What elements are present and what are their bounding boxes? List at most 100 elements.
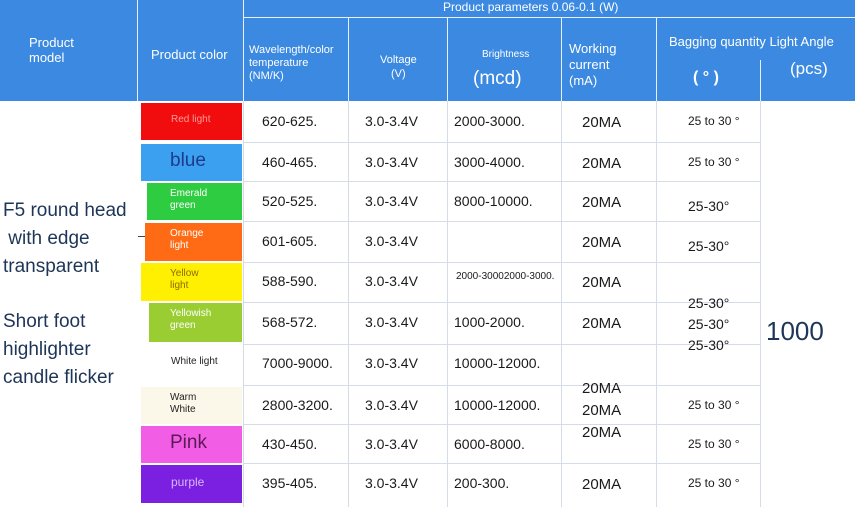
side-label-short-foot: Short foot highlighter candle flicker <box>3 311 114 388</box>
grid-line <box>243 142 760 143</box>
color-swatch <box>147 183 242 220</box>
quantity-value: 1000 <box>766 316 824 346</box>
color-label: Orange light <box>170 228 204 251</box>
voltage-cell: 3.0-3.4V <box>365 233 418 249</box>
brightness-cell: 6000-8000. <box>454 436 525 452</box>
color-label: Warm White <box>170 392 197 415</box>
brightness-cell: 200-300. <box>454 475 510 491</box>
header-angle-symbol: ( ° ) <box>693 69 719 86</box>
wavelength-cell: 7000-9000. <box>262 355 333 371</box>
angle-cell: 25 to 30 ° <box>688 114 740 128</box>
brightness-cell: 2000-30002000-3000. <box>456 271 555 282</box>
angle-cell: 25-30° <box>688 198 730 214</box>
current-cell: 20MA 20MA 20MA <box>582 380 622 441</box>
header-wavelength: Wavelength/color temperature (NM/K) <box>249 44 334 82</box>
header-divider <box>561 17 562 101</box>
grid-line <box>243 221 760 222</box>
grid-line <box>447 101 448 507</box>
angle-cell: 25 to 30 ° <box>688 398 740 412</box>
header-divider <box>137 0 138 101</box>
header-product-color: Product color <box>151 47 228 62</box>
header-divider <box>656 17 657 101</box>
current-cell: 20MA <box>582 315 622 332</box>
wavelength-cell: 395-405. <box>262 475 318 491</box>
color-swatch <box>141 263 242 301</box>
grid-line <box>243 344 760 345</box>
angle-cell: 25-30° <box>688 238 730 254</box>
color-swatch <box>141 465 242 503</box>
grid-line <box>243 424 760 425</box>
current-cell: 20MA <box>582 114 622 131</box>
grid-line <box>656 101 657 507</box>
brightness-cell: 10000-12000. <box>454 355 541 371</box>
color-label: Emerald green <box>170 188 208 211</box>
voltage-cell: 3.0-3.4V <box>365 314 418 330</box>
color-swatch <box>141 144 242 181</box>
header-divider <box>243 17 855 18</box>
grid-line <box>243 101 244 507</box>
angle-cell: 25 to 30 ° <box>688 155 740 169</box>
brightness-cell: 8000-10000. <box>454 193 533 209</box>
header-divider <box>348 17 349 101</box>
wavelength-cell: 2800-3200. <box>262 397 333 413</box>
color-label: Yellowish green <box>170 308 212 331</box>
voltage-cell: 3.0-3.4V <box>365 273 418 289</box>
color-swatch <box>149 303 242 342</box>
grid-line <box>561 101 562 507</box>
color-label: purple <box>171 475 205 489</box>
header-product-model: Product model <box>29 35 74 65</box>
voltage-cell: 3.0-3.4V <box>365 436 418 452</box>
bracket-line <box>138 236 145 237</box>
brightness-cell: 10000-12000. <box>454 397 541 413</box>
grid-line <box>243 463 760 464</box>
wavelength-cell: 601-605. <box>262 233 318 249</box>
brightness-cell: 1000-2000. <box>454 314 525 330</box>
header-divider <box>447 17 448 101</box>
voltage-cell: 3.0-3.4V <box>365 154 418 170</box>
color-swatch <box>141 345 242 383</box>
header-brightness: Brightness <box>482 49 530 60</box>
side-label-f5: F5 round head with edge transparent <box>3 200 127 277</box>
brightness-cell: 3000-4000. <box>454 154 525 170</box>
color-swatch <box>145 223 242 261</box>
wavelength-cell: 568-572. <box>262 314 318 330</box>
grid-line <box>243 181 760 182</box>
current-cell: 20MA <box>582 274 622 291</box>
voltage-cell: 3.0-3.4V <box>365 113 418 129</box>
table-header <box>0 0 855 101</box>
header-product-parameters: Product parameters 0.06-0.1 (W) <box>443 0 619 14</box>
angle-cell: 25-30° 25-30° 25-30° <box>688 295 730 353</box>
voltage-cell: 3.0-3.4V <box>365 475 418 491</box>
voltage-cell: 3.0-3.4V <box>365 397 418 413</box>
color-label: White light <box>171 356 218 367</box>
wavelength-cell: 520-525. <box>262 193 318 209</box>
brightness-cell: 2000-3000. <box>454 113 525 129</box>
wavelength-cell: 620-625. <box>262 113 318 129</box>
header-bagging-angle: Bagging quantity Light Angle <box>669 34 834 49</box>
current-cell: 20MA <box>582 194 622 211</box>
color-label: blue <box>170 150 206 171</box>
grid-line <box>760 101 761 507</box>
grid-line <box>243 262 760 263</box>
grid-line <box>243 302 760 303</box>
current-cell: 20MA <box>582 155 622 172</box>
color-label: Red light <box>171 114 211 125</box>
color-swatch <box>141 387 242 424</box>
grid-line <box>243 385 760 386</box>
header-working-current: Working current (mA) <box>569 41 617 88</box>
header-divider <box>243 0 244 101</box>
wavelength-cell: 588-590. <box>262 273 318 289</box>
angle-cell: 25 to 30 ° <box>688 476 740 490</box>
color-swatch <box>141 103 242 140</box>
header-pcs: (pcs) <box>790 59 828 78</box>
wavelength-cell: 460-465. <box>262 154 318 170</box>
voltage-cell: 3.0-3.4V <box>365 193 418 209</box>
voltage-cell: 3.0-3.4V <box>365 355 418 371</box>
angle-cell: 25 to 30 ° <box>688 437 740 451</box>
current-cell: 20MA <box>582 476 622 493</box>
color-label: Pink <box>170 432 207 453</box>
header-divider <box>760 60 761 101</box>
header-brightness-unit: (mcd) <box>473 68 522 89</box>
color-label: Yellow light <box>170 268 199 291</box>
color-swatch <box>141 426 242 463</box>
